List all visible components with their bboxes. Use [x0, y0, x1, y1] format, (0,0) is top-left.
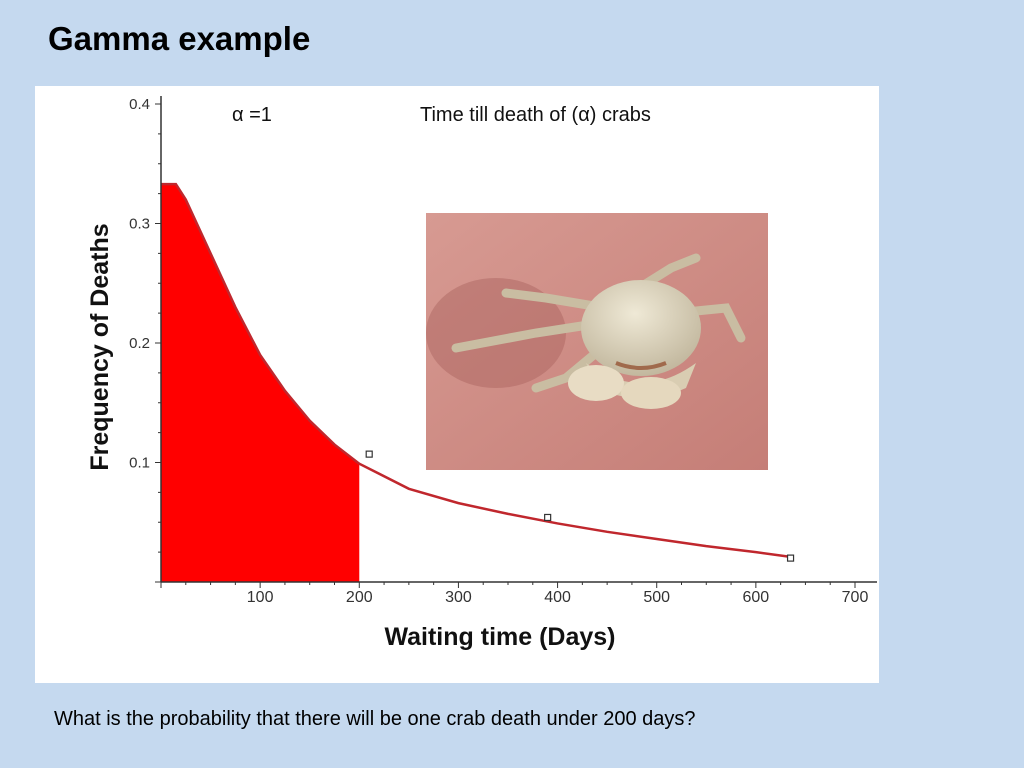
crab-photo	[426, 213, 768, 470]
alpha-label: α =1	[232, 104, 272, 126]
question-text: What is the probability that there will …	[54, 708, 696, 730]
chart-caption: Time till death of (α) crabs	[420, 104, 651, 126]
slide-title: Gamma example	[48, 20, 311, 57]
